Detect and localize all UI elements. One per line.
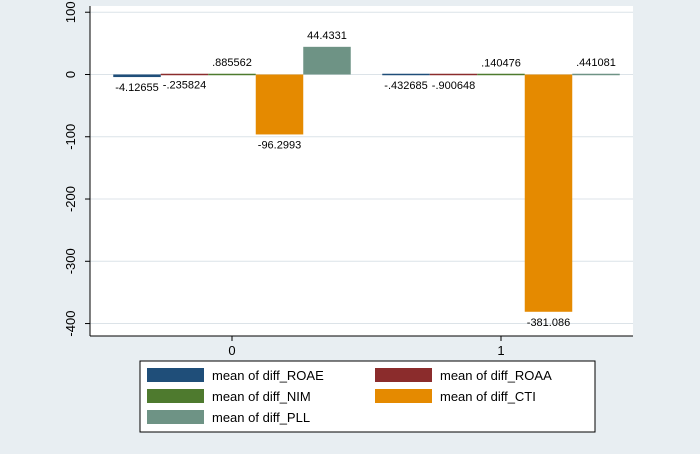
y-tick-label: -100 bbox=[63, 124, 78, 150]
x-tick-label: 0 bbox=[228, 343, 235, 358]
legend-label: mean of diff_CTI bbox=[440, 389, 536, 404]
data-label: -.432685 bbox=[384, 80, 427, 92]
y-tick-label: -400 bbox=[63, 311, 78, 337]
data-label: .885562 bbox=[212, 57, 252, 69]
data-label: -.235824 bbox=[163, 80, 206, 92]
legend-swatch bbox=[147, 410, 204, 424]
y-tick-label: -200 bbox=[63, 186, 78, 212]
bar bbox=[113, 74, 161, 78]
bar bbox=[303, 46, 351, 75]
data-label: .140476 bbox=[481, 57, 521, 69]
data-label: -4.12655 bbox=[115, 82, 158, 94]
y-tick-label: 100 bbox=[63, 1, 78, 23]
bar bbox=[160, 73, 209, 76]
y-tick-label: -300 bbox=[63, 248, 78, 274]
data-label: -96.2993 bbox=[258, 139, 301, 151]
legend-label: mean of diff_PLL bbox=[212, 410, 310, 425]
bar bbox=[524, 74, 573, 312]
data-label: -.900648 bbox=[432, 80, 475, 92]
legend-box bbox=[139, 360, 596, 433]
bar bbox=[382, 73, 430, 76]
data-label: -381.086 bbox=[527, 317, 570, 329]
bar bbox=[208, 73, 256, 76]
x-tick-label: 1 bbox=[497, 343, 504, 358]
legend-swatch bbox=[375, 368, 432, 382]
bar bbox=[572, 73, 620, 76]
y-tick-label: 0 bbox=[63, 71, 78, 78]
legend-label: mean of diff_ROAE bbox=[212, 368, 324, 383]
bar bbox=[255, 74, 304, 135]
data-label: 44.4331 bbox=[307, 30, 347, 42]
legend-swatch bbox=[147, 389, 204, 403]
data-label: .441081 bbox=[576, 57, 616, 69]
legend-label: mean of diff_NIM bbox=[212, 389, 311, 404]
legend-swatch bbox=[375, 389, 432, 403]
legend-label: mean of diff_ROAA bbox=[440, 368, 552, 383]
bar bbox=[477, 73, 525, 76]
bar bbox=[429, 73, 478, 76]
legend-swatch bbox=[147, 368, 204, 382]
